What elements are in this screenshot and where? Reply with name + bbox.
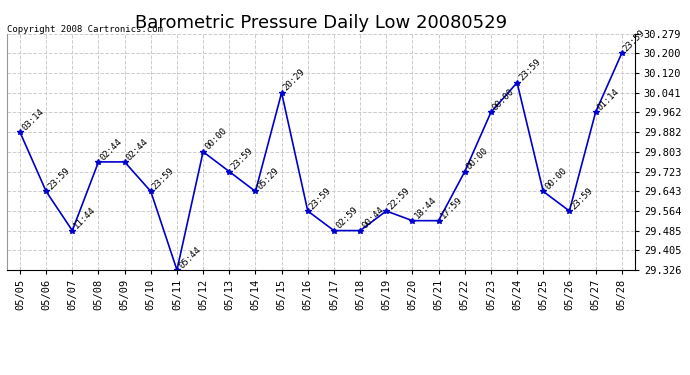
Text: 02:59: 02:59 (334, 205, 359, 231)
Text: Copyright 2008 Cartronics.com: Copyright 2008 Cartronics.com (7, 25, 163, 34)
Text: 00:00: 00:00 (203, 126, 228, 152)
Text: 00:00: 00:00 (491, 87, 516, 112)
Text: 23:59: 23:59 (229, 146, 255, 172)
Text: 23:59: 23:59 (151, 166, 176, 191)
Text: 02:44: 02:44 (125, 136, 150, 162)
Text: 23:59: 23:59 (569, 186, 595, 211)
Text: 17:59: 17:59 (439, 195, 464, 220)
Text: 11:44: 11:44 (72, 205, 98, 231)
Text: 23:59: 23:59 (46, 166, 72, 191)
Text: 00:00: 00:00 (465, 146, 490, 172)
Text: 18:44: 18:44 (413, 195, 437, 220)
Text: 20:29: 20:29 (282, 68, 307, 93)
Text: 05:29: 05:29 (255, 166, 281, 191)
Text: 00:44: 00:44 (360, 205, 386, 231)
Text: 03:14: 03:14 (20, 107, 46, 132)
Text: 05:44: 05:44 (177, 244, 202, 270)
Text: 23:59: 23:59 (622, 28, 647, 53)
Text: 23:59: 23:59 (517, 57, 542, 82)
Text: 00:00: 00:00 (543, 166, 569, 191)
Text: 02:44: 02:44 (99, 136, 124, 162)
Text: 22:59: 22:59 (386, 186, 412, 211)
Text: 23:59: 23:59 (308, 186, 333, 211)
Title: Barometric Pressure Daily Low 20080529: Barometric Pressure Daily Low 20080529 (135, 14, 507, 32)
Text: 01:14: 01:14 (595, 87, 621, 112)
